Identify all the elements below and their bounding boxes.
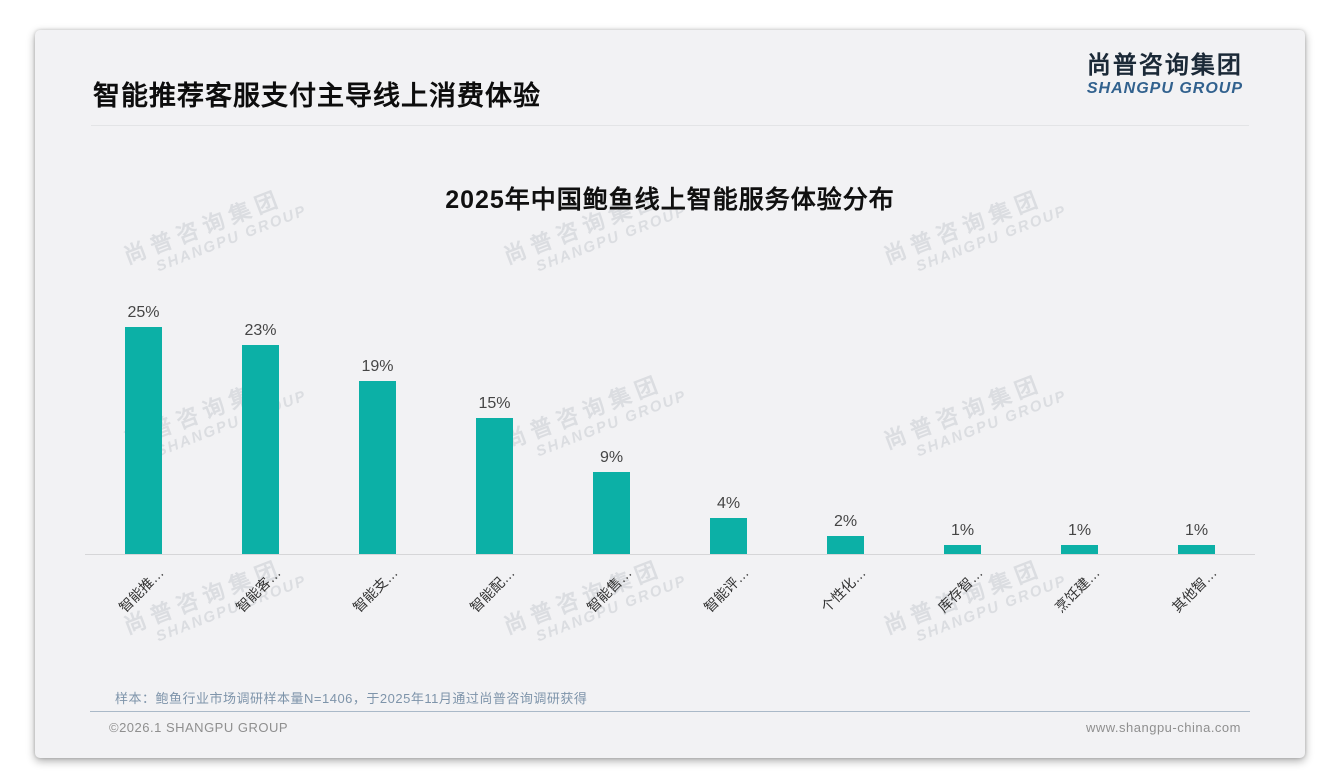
x-axis-label: 智能配… (466, 564, 518, 616)
bar-column: 19% (319, 302, 436, 554)
x-axis-label: 个性化… (817, 564, 869, 616)
bar (710, 517, 747, 554)
header-divider (91, 125, 1249, 126)
bar (1061, 544, 1098, 554)
x-axis-label: 智能支… (349, 564, 401, 616)
chart-plot: 25% 23% 19% 15% 9% 4% 2% 1% 1% 1% (85, 302, 1255, 555)
bar-column: 1% (1138, 302, 1255, 554)
slide-card: 智能推荐客服支付主导线上消费体验 尚普咨询集团 SHANGPU GROUP 尚普… (35, 30, 1305, 758)
footer-divider (90, 711, 1250, 712)
bar-value-label: 2% (833, 512, 858, 530)
bar (359, 381, 396, 554)
bar-value-label: 1% (1184, 521, 1209, 539)
x-axis-label: 智能客… (232, 564, 284, 616)
company-logo: 尚普咨询集团 SHANGPU GROUP (1086, 52, 1243, 98)
x-axis-label: 烹饪建… (1051, 564, 1103, 616)
x-axis-label: 智能售… (583, 564, 635, 616)
bar (476, 417, 513, 554)
bar-column: 9% (553, 302, 670, 554)
x-axis-label: 其他智… (1168, 564, 1220, 616)
bar-value-label: 9% (599, 449, 624, 467)
bar-value-label: 25% (127, 303, 160, 321)
bar-value-label: 23% (244, 321, 277, 339)
bar-column: 25% (85, 302, 202, 554)
bar-column: 4% (670, 302, 787, 554)
bar-column: 15% (436, 302, 553, 554)
footer-website: www.shangpu-china.com (1085, 720, 1241, 735)
bar-chart: 25% 23% 19% 15% 9% 4% 2% 1% 1% 1% 智能推… 智能客… 智能支… 智能配… (85, 302, 1255, 665)
chart-xlabels: 智能推… 智能客… 智能支… 智能配… 智能售… 智能评… 个性化… 库存智… 烹饪建… 其他智… (85, 555, 1255, 665)
logo-text-cn: 尚普咨询集团 (1086, 52, 1243, 79)
x-axis-label: 智能推… (115, 564, 167, 616)
bar (242, 344, 279, 554)
bar (593, 472, 630, 554)
bar-column: 2% (787, 302, 904, 554)
bar-value-label: 15% (478, 394, 511, 412)
bar-value-label: 1% (950, 521, 975, 539)
page-title: 智能推荐客服支付主导线上消费体验 (93, 81, 541, 111)
bar-value-label: 1% (1067, 521, 1092, 539)
chart-title: 2025年中国鲍鱼线上智能服务体验分布 (445, 186, 895, 214)
bar (1178, 544, 1215, 554)
bar-value-label: 19% (361, 358, 394, 376)
logo-text-en: SHANGPU GROUP (1086, 80, 1243, 98)
bar (944, 544, 981, 554)
sample-note: 样本：鲍鱼行业市场调研样本量N=1406，于2025年11月通过尚普咨询调研获得 (115, 691, 588, 706)
bar-column: 23% (202, 302, 319, 554)
x-axis-label: 智能评… (700, 564, 752, 616)
bar-column: 1% (904, 302, 1021, 554)
bar (827, 535, 864, 554)
bar-value-label: 4% (716, 494, 741, 512)
bar-column: 1% (1021, 302, 1138, 554)
x-axis-label: 库存智… (934, 564, 986, 616)
bar (125, 326, 162, 554)
footer-copyright: ©2026.1 SHANGPU GROUP (109, 720, 289, 735)
